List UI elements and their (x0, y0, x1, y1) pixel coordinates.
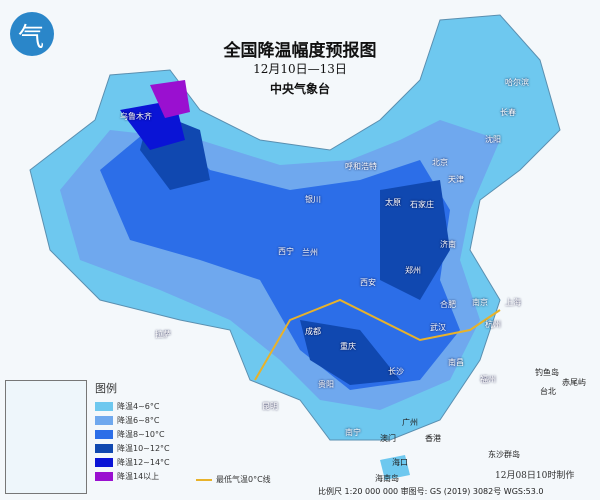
city-label: 杭州 (485, 320, 501, 329)
date-range: 12月10日—13日 (253, 62, 347, 76)
legend-label: 降温12~14°C (117, 457, 170, 467)
city-label: 海南岛 (375, 474, 399, 483)
legend: 图例 降温4~6°C 降温6~8°C 降温8~10°C 降温10~12°C 降温12~1… (95, 380, 170, 483)
zero-line-swatch (196, 478, 212, 481)
city-label: 东沙群岛 (488, 450, 520, 459)
city-label: 济南 (440, 240, 456, 249)
zero-degree-line (254, 298, 501, 381)
city-label: 长春 (500, 108, 516, 117)
legend-swatch (95, 429, 113, 439)
city-label: 广州 (402, 418, 418, 427)
made-time: 12月08日10时制作 (495, 471, 575, 481)
legend-item: 降温4~6°C (95, 399, 170, 413)
legend-item: 降温6~8°C (95, 413, 170, 427)
legend-item: 降温14以上 (95, 469, 170, 483)
city-label: 银川 (305, 195, 321, 204)
legend-label: 降温14以上 (117, 471, 160, 481)
legend-title: 图例 (95, 382, 117, 395)
legend-label: 降温8~10°C (117, 429, 165, 439)
city-label: 合肥 (440, 300, 456, 309)
city-label: 拉萨 (155, 330, 171, 339)
city-label: 南昌 (448, 358, 464, 367)
zero-line-label: 最低气温0°C线 (216, 475, 271, 484)
city-label: 海口 (392, 458, 408, 467)
legend-item: 降温8~10°C (95, 427, 170, 441)
city-label: 北京 (432, 158, 448, 167)
city-label: 南京 (472, 298, 488, 307)
legend-swatch (95, 457, 113, 467)
legend-swatch (95, 401, 113, 411)
city-label: 乌鲁木齐 (120, 112, 152, 121)
cma-logo: 气 (10, 12, 54, 56)
city-label: 呼和浩特 (345, 162, 377, 171)
legend-zero-line: 最低气温0°C线 (196, 474, 271, 485)
city-label: 太原 (385, 198, 401, 207)
city-label: 贵阳 (318, 380, 334, 389)
city-label: 郑州 (405, 266, 421, 275)
legend-label: 降温6~8°C (117, 415, 160, 425)
legend-label: 降温4~6°C (117, 401, 160, 411)
map-title: 全国降温幅度预报图 (223, 41, 377, 61)
city-label: 兰州 (302, 248, 318, 257)
south-china-sea-inset (5, 380, 87, 494)
legend-swatch (95, 415, 113, 425)
city-label: 西安 (360, 278, 376, 287)
city-label: 南宁 (345, 428, 361, 437)
city-label: 成都 (305, 327, 321, 336)
city-label: 上海 (505, 298, 521, 307)
city-label: 长沙 (388, 367, 404, 376)
city-label: 石家庄 (410, 200, 434, 209)
scale-note: 比例尺 1:20 000 000 审图号: GS (2019) 3082号 WG… (318, 487, 544, 496)
city-label: 西宁 (278, 247, 294, 256)
legend-item: 降温10~12°C (95, 441, 170, 455)
city-label: 天津 (448, 175, 464, 184)
issuer: 中央气象台 (269, 82, 330, 96)
legend-label: 降温10~12°C (117, 443, 170, 453)
city-label: 武汉 (430, 323, 446, 332)
city-label: 香港 (425, 434, 441, 443)
legend-swatch (95, 471, 113, 481)
cooling-8-10 (100, 120, 460, 390)
city-label: 福州 (480, 375, 496, 384)
city-label: 台北 (540, 387, 556, 396)
city-label: 哈尔滨 (505, 78, 529, 87)
legend-swatch (95, 443, 113, 453)
city-label: 赤尾屿 (562, 378, 586, 387)
city-label: 昆明 (262, 402, 278, 411)
city-label: 沈阳 (485, 135, 501, 144)
city-label: 重庆 (340, 342, 356, 351)
city-label: 钓鱼岛 (535, 368, 559, 377)
hainan-island (380, 455, 410, 480)
cooling-14-plus (150, 80, 190, 118)
legend-item: 降温12~14°C (95, 455, 170, 469)
city-label: 澳门 (380, 434, 396, 443)
